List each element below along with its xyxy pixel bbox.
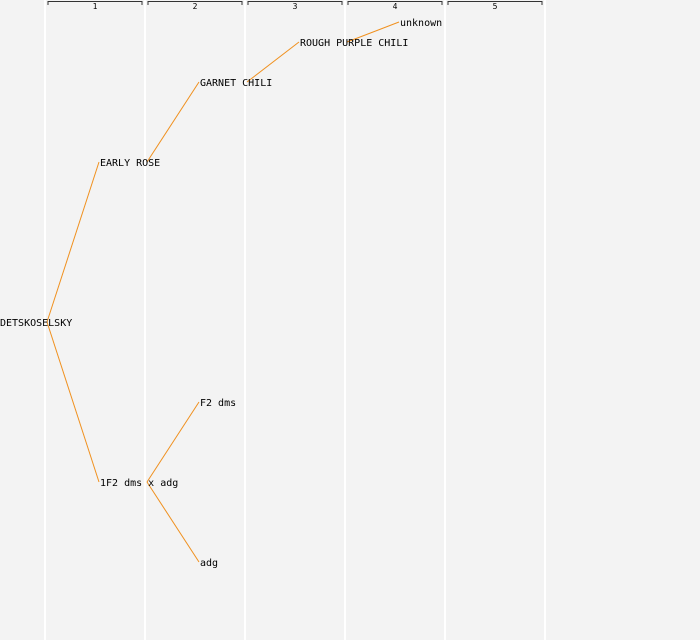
pedigree-node-label[interactable]: GARNET CHILI bbox=[200, 78, 272, 89]
generation-bracket bbox=[347, 1, 443, 5]
pedigree-node-label[interactable]: adg bbox=[200, 558, 218, 569]
generation-bracket bbox=[147, 1, 243, 5]
generation-number: 4 bbox=[393, 2, 398, 11]
pedigree-edge bbox=[146, 481, 200, 563]
generation-number: 2 bbox=[193, 2, 198, 11]
pedigree-node-label[interactable]: F2 dms bbox=[200, 398, 236, 409]
pedigree-nodes: DETSKOSELSKY EARLY ROSE 1F2 dms x adg GARNE… bbox=[0, 18, 442, 569]
generation-header: 1 2 3 4 5 bbox=[47, 1, 543, 11]
generation-number: 3 bbox=[293, 2, 298, 11]
generation-bracket bbox=[47, 1, 143, 5]
pedigree-node-label[interactable]: ROUGH PURPLE CHILI bbox=[300, 38, 408, 49]
generation-number: 1 bbox=[93, 2, 98, 11]
pedigree-edge bbox=[46, 321, 100, 483]
generation-bracket bbox=[247, 1, 343, 5]
pedigree-edge bbox=[146, 401, 200, 483]
generation-bracket bbox=[447, 1, 543, 5]
pedigree-edge bbox=[146, 81, 200, 163]
pedigree-node-label[interactable]: unknown bbox=[400, 18, 442, 29]
pedigree-edges bbox=[46, 21, 400, 563]
generation-columns bbox=[44, 0, 546, 640]
pedigree-edge bbox=[246, 41, 300, 83]
pedigree-node-label[interactable]: EARLY ROSE bbox=[100, 158, 160, 169]
generation-number: 5 bbox=[493, 2, 498, 11]
pedigree-edge bbox=[346, 21, 400, 43]
pedigree-node-label[interactable]: DETSKOSELSKY bbox=[0, 318, 72, 329]
pedigree-node-label[interactable]: 1F2 dms x adg bbox=[100, 478, 178, 489]
pedigree-edge bbox=[46, 161, 100, 323]
